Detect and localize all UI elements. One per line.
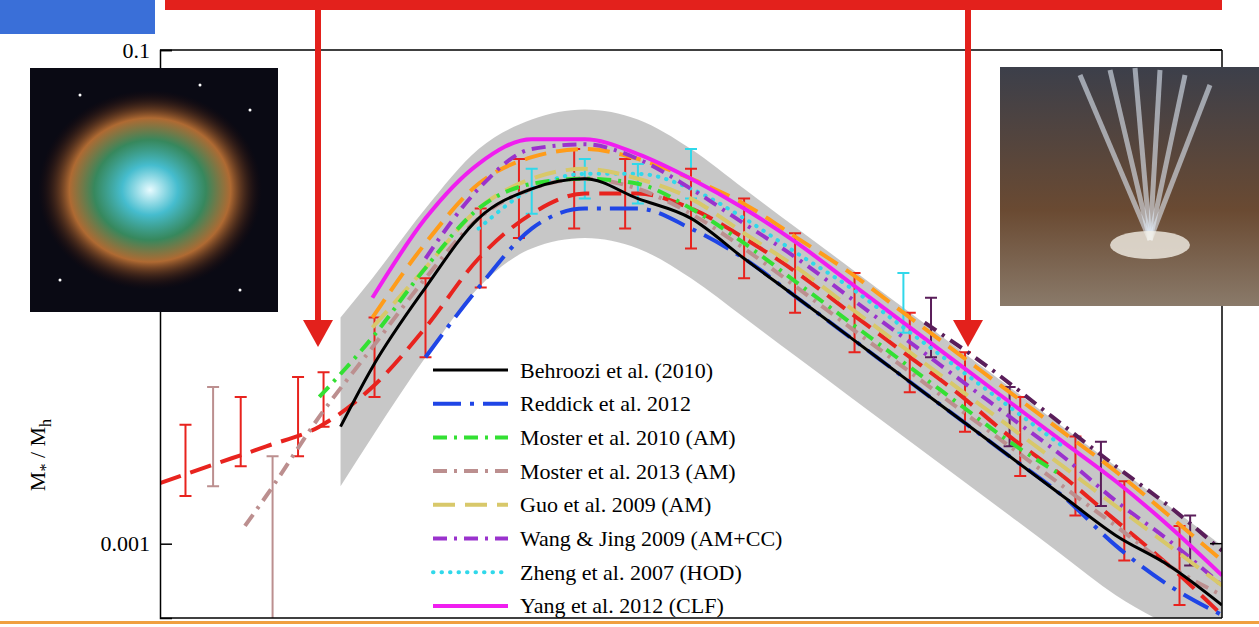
error-bar xyxy=(568,149,580,229)
legend-label: Moster et al. 2010 (AM) xyxy=(520,425,736,450)
legend-swatch xyxy=(433,537,508,541)
series-line xyxy=(925,323,1222,551)
jet-picture xyxy=(1000,67,1259,306)
red-arrow-head xyxy=(303,320,333,347)
legend-label: Behroozi et al. (2010) xyxy=(520,358,713,383)
jet-core xyxy=(1110,231,1190,259)
y-axis-title-part: h xyxy=(37,419,54,427)
jet-ray xyxy=(1150,85,1210,240)
red-arrow-shaft xyxy=(315,5,321,325)
header-bar xyxy=(0,0,155,34)
red-bracket xyxy=(165,0,1222,10)
bottom-rule xyxy=(0,621,1259,624)
legend-item: Zheng et al. 2007 (HOD) xyxy=(433,560,742,585)
legend: Behroozi et al. (2010) Reddick et al. 201… xyxy=(433,358,782,619)
legend-label: Wang & Jing 2009 (AM+CC) xyxy=(520,526,782,551)
star xyxy=(79,94,82,97)
red-arrow-shaft xyxy=(965,5,971,325)
y-tick-mark-right xyxy=(1210,49,1222,51)
legend-swatch xyxy=(433,469,508,473)
y-tick: 0.001 xyxy=(101,531,173,556)
y-tick: 0.1 xyxy=(123,38,173,63)
y-tick-mark xyxy=(160,50,172,52)
legend-label: Moster et al. 2013 (AM) xyxy=(520,459,736,484)
legend-swatch xyxy=(433,402,508,406)
legend-item: Yang et al. 2012 (CLF) xyxy=(433,593,724,618)
red-arrow-head xyxy=(953,320,983,347)
y-tick-label: 0.001 xyxy=(101,531,151,556)
star xyxy=(199,84,202,87)
legend-item: Behroozi et al. (2010) xyxy=(433,358,713,383)
y-axis-title: M* / Mh xyxy=(25,419,54,491)
y-axis-title-part: * xyxy=(37,464,54,472)
error-bar xyxy=(207,387,219,486)
y-tick-mark-right xyxy=(1210,543,1222,545)
legend-swatch xyxy=(433,503,508,507)
legend-item: Reddick et al. 2012 xyxy=(433,391,691,416)
legend-label: Guo et al. 2009 (AM) xyxy=(520,492,711,517)
jet-ray xyxy=(1135,68,1150,240)
y-tick-mark xyxy=(160,543,172,545)
y-axis-title-part: / M xyxy=(25,427,50,464)
legend-item: Moster et al. 2013 (AM) xyxy=(433,459,736,484)
series-line xyxy=(319,179,1062,476)
legend-swatch xyxy=(433,369,508,372)
legend-swatch xyxy=(433,570,508,574)
y-tick-label: 0.1 xyxy=(123,38,151,63)
slide-decoration xyxy=(0,0,1259,624)
legend-swatch xyxy=(433,435,508,439)
star xyxy=(59,279,62,282)
legend-swatch xyxy=(433,604,508,608)
legend-item: Guo et al. 2009 (AM) xyxy=(433,492,711,517)
legend-label: Zheng et al. 2007 (HOD) xyxy=(520,560,742,585)
legend-label: Yang et al. 2012 (CLF) xyxy=(520,593,724,618)
chart-svg: 0.001 0.1 M* / Mh Behroozi et al. (2010) Red… xyxy=(0,0,1259,627)
legend-item: Moster et al. 2010 (AM) xyxy=(433,425,736,450)
y-axis-title-part: M xyxy=(25,472,50,492)
error-bar xyxy=(179,425,191,496)
star xyxy=(239,289,242,292)
series-line xyxy=(479,174,1063,446)
nebula-glow xyxy=(38,90,262,290)
error-bar xyxy=(267,456,279,618)
nebula-picture xyxy=(30,68,278,312)
star xyxy=(249,109,252,112)
legend-item: Wang & Jing 2009 (AM+CC) xyxy=(433,526,782,551)
legend-label: Reddick et al. 2012 xyxy=(520,391,691,416)
